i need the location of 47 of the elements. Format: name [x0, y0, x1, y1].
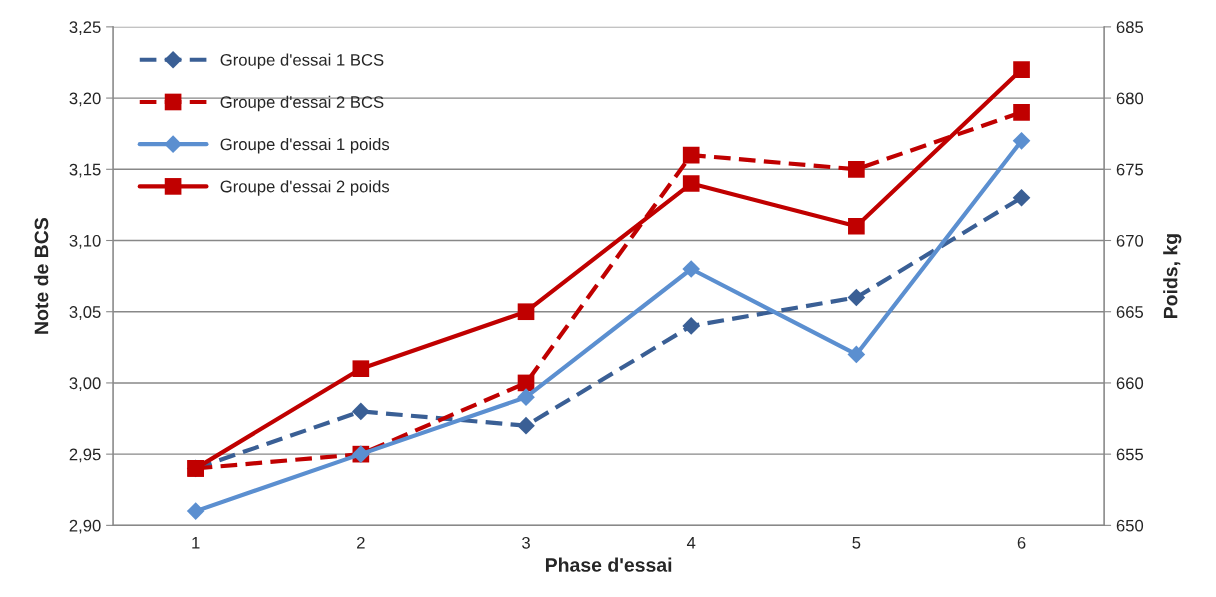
point: [352, 360, 370, 378]
x-tick-label: 3: [522, 536, 530, 549]
point: [847, 345, 866, 364]
point: [682, 146, 700, 164]
point: [1013, 61, 1030, 78]
y2-tick-label: 680: [1116, 92, 1144, 105]
y-tick-label: 3,10: [69, 234, 101, 249]
y-tick-label: 3,15: [69, 163, 101, 178]
legend-label: Groupe d'essai 2 BCS: [220, 95, 384, 112]
x-tick-label: 2: [357, 536, 365, 549]
point: [517, 388, 535, 407]
x-axis-title: Phase d'essai: [545, 557, 672, 572]
y2-tick-label: 685: [1116, 21, 1144, 34]
y-tick-label: 3,20: [69, 92, 101, 107]
y2-tick-label: 660: [1116, 377, 1144, 390]
y-tick-label: 3,00: [69, 377, 101, 392]
point: [1012, 188, 1031, 207]
y-tick-label: 3,25: [69, 21, 101, 36]
legend-label: Groupe d'essai 1 poids: [220, 137, 390, 154]
point: [352, 402, 370, 421]
point: [1013, 103, 1030, 121]
point: [848, 217, 865, 235]
y-tick-label: 2,95: [69, 448, 101, 463]
legend-label: Groupe d'essai 1 BCS: [220, 53, 384, 70]
y-tick-label: 2,90: [69, 519, 101, 534]
point: [847, 288, 866, 307]
legend-label: Groupe d'essai 2 poids: [220, 180, 390, 196]
x-tick-label: 6: [1017, 536, 1026, 549]
y2-tick-label: 650: [1116, 519, 1144, 532]
point: [1012, 131, 1031, 150]
x-tick-label: 5: [852, 537, 861, 549]
y-axis-title: Note de BCS: [34, 217, 49, 334]
y2-tick-label: 670: [1116, 234, 1144, 247]
point: [517, 303, 535, 321]
point: [682, 175, 700, 192]
y2-tick-label: 675: [1116, 163, 1144, 176]
x-tick-label: 1: [192, 537, 200, 549]
point: [682, 260, 701, 278]
x-tick-label: 4: [686, 537, 696, 549]
y2-axis-title: Poids, kg: [1163, 234, 1182, 319]
point: [682, 317, 701, 335]
y2-tick-label: 655: [1116, 448, 1144, 461]
y-tick-label: 3,05: [69, 306, 101, 320]
point: [186, 502, 205, 520]
point: [848, 160, 865, 178]
y2-tick-label: 665: [1116, 306, 1144, 318]
point: [517, 416, 535, 435]
